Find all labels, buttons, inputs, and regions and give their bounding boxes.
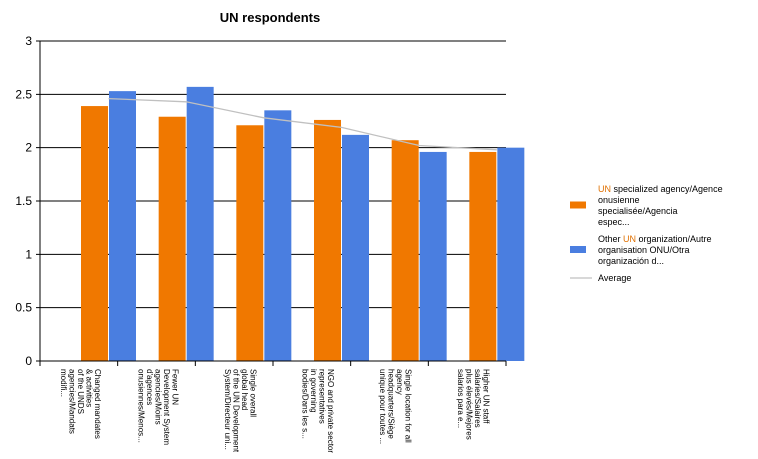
bar-un-specialized-agency <box>314 119 341 361</box>
average-line-path <box>108 97 497 151</box>
legend-label: organisation ONU/Otra <box>598 245 690 255</box>
category-label-line: global head <box>240 369 249 410</box>
bar-un-specialized-agency <box>236 125 264 362</box>
category-label-line: Single location for all <box>404 369 413 443</box>
y-tick-label: 1.5 <box>15 194 32 208</box>
category-label-line: salarios para e... <box>456 369 465 428</box>
legend: UN specialized agency/Agenceonusiennespe… <box>570 184 723 283</box>
category-label-line: NGO and private sector <box>326 369 335 453</box>
category-label: Single location for allagencyheadquarter… <box>378 369 413 444</box>
category-label-line: of the UNDS <box>76 369 85 414</box>
y-tick-label: 1 <box>25 247 32 261</box>
category-label: NGO and private sectorrepresentativesin … <box>301 369 336 453</box>
category-label-line: plus élevés/Mejores <box>464 369 473 440</box>
category-label-line: & activities <box>85 369 94 407</box>
category-label-line: representatives <box>318 369 327 424</box>
legend-item-average: Average <box>570 273 631 283</box>
category-label-line: modifi... <box>59 369 68 397</box>
bar-other-un-organization <box>342 134 369 361</box>
category-label-line: bodies/Dans les s... <box>301 369 310 439</box>
category-label-line: onusiennes/Menos... <box>137 369 146 443</box>
average-line <box>108 97 497 151</box>
legend-label: specialisée/Agencia <box>598 206 678 216</box>
category-label-line: of the UN Development <box>231 369 240 453</box>
y-tick-label: 0 <box>25 354 32 368</box>
legend-label: Other UN organization/Autre <box>598 234 712 244</box>
y-tick-label: 0.5 <box>15 301 32 315</box>
legend-label: espec... <box>598 217 630 227</box>
category-label-line: d'agences <box>145 369 154 405</box>
bar-un-specialized-agency <box>158 116 186 361</box>
category-label-line: Single overall <box>248 369 257 417</box>
category-label-line: agencies/Moins <box>154 369 163 425</box>
chart-title: UN respondents <box>220 10 320 25</box>
bar-un-specialized-agency <box>469 151 497 361</box>
category-label-line: System/Directeur uni... <box>223 369 232 450</box>
y-tick-label: 3 <box>25 34 32 48</box>
legend-item-other-un-organization: Other UN organization/Autreorganisation … <box>570 234 712 266</box>
legend-swatch <box>570 201 586 209</box>
category-label-line: agency <box>395 369 404 395</box>
bar-other-un-organization <box>419 151 447 361</box>
legend-label: UN specialized agency/Agence <box>598 184 723 194</box>
y-tick-label: 2.5 <box>15 87 32 101</box>
category-label-line: unique pour toutes ... <box>378 369 387 444</box>
bars <box>81 86 525 362</box>
bar-un-specialized-agency <box>391 140 419 361</box>
category-label-line: Higher UN staff <box>481 369 490 424</box>
category-label-line: Fewer UN <box>171 369 180 405</box>
bar-other-un-organization <box>264 110 292 361</box>
category-label-line: Development System <box>162 369 171 445</box>
legend-label: organización d... <box>598 256 664 266</box>
bar-un-specialized-agency <box>81 106 108 361</box>
category-label-line: in governing <box>309 369 318 413</box>
category-label-line: salaries/Salaires <box>473 369 482 428</box>
category-label-line: headquarters/Siège <box>387 369 396 439</box>
bar-other-un-organization <box>186 86 214 361</box>
bar-other-un-organization <box>109 91 136 361</box>
legend-label: onusienne <box>598 195 640 205</box>
y-tick-label: 2 <box>25 141 32 155</box>
axes: 0 0.5 1 1.5 2 2.5 3 <box>15 34 507 368</box>
legend-item-un-specialized-agency: UN specialized agency/Agenceonusiennespe… <box>570 184 723 227</box>
category-label-line: agencies/Mandats <box>68 369 77 434</box>
legend-swatch <box>570 246 586 253</box>
bar-other-un-organization <box>497 147 525 361</box>
legend-label: Average <box>598 273 631 283</box>
category-label-line: Changed mandates <box>93 369 102 439</box>
